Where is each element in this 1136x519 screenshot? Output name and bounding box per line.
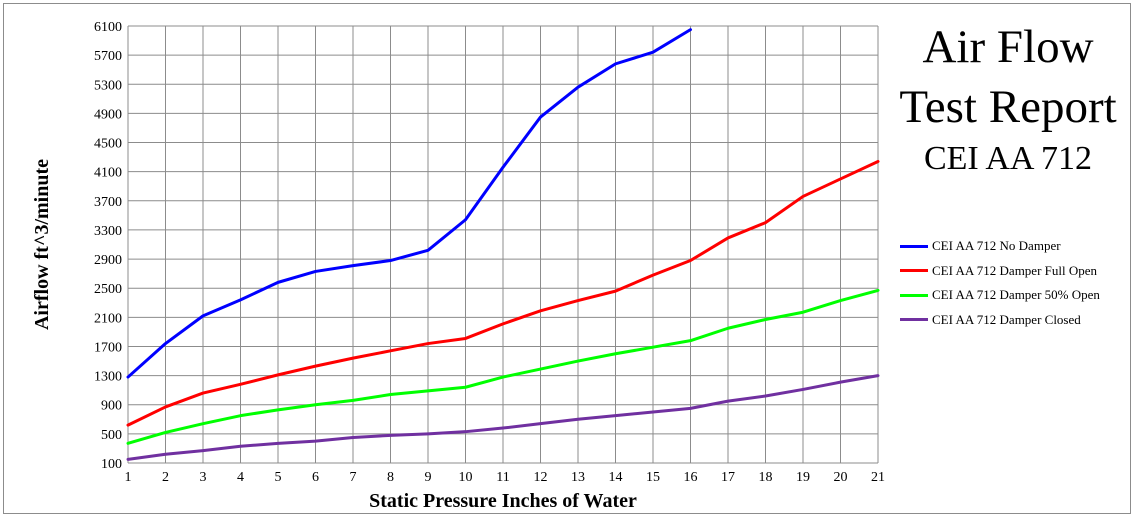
x-tick-label: 14 [609, 470, 623, 485]
legend-item-3: CEI AA 712 Damper 50% Open [900, 283, 1132, 308]
x-tick-label: 4 [237, 470, 244, 485]
x-tick-label: 16 [684, 470, 698, 485]
x-tick-label: 10 [459, 470, 473, 485]
grid [127, 25, 879, 464]
y-tick-label: 2100 [94, 311, 122, 326]
legend-swatch [900, 244, 928, 248]
series-lines [126, 28, 880, 461]
legend-label: CEI AA 712 Damper Full Open [932, 262, 1098, 278]
chart-title-line-3: CEI AA 712 [923, 140, 1093, 177]
y-tick-label: 4500 [94, 137, 122, 152]
y-tick-label: 6100 [94, 20, 122, 35]
legend-item-2: CEI AA 712 Damper Full Open [900, 259, 1132, 284]
y-tick-label: 3700 [94, 195, 122, 210]
x-tick-label: 3 [200, 470, 207, 485]
legend-label: CEI AA 712 Damper Closed [932, 311, 1081, 327]
y-axis-ticks: 100 500 900 1300 1700 2100 2500 2900 3300 3700 410… [94, 20, 122, 472]
x-tick-label: 15 [646, 470, 660, 485]
legend-swatch [900, 293, 928, 297]
x-tick-label: 5 [275, 470, 282, 485]
y-axis-title: Airflow ft^3/minute [31, 159, 53, 330]
chart-title-line-1: Air Flow [922, 21, 1094, 73]
chart-title-line-2: Test Report [899, 81, 1117, 133]
y-tick-label: 1300 [94, 370, 122, 385]
series-line-4 [126, 374, 880, 461]
x-tick-label: 19 [796, 470, 810, 485]
y-tick-label: 2900 [94, 253, 122, 268]
y-tick-label: 1700 [94, 340, 122, 355]
chart-frame: 100 500 900 1300 1700 2100 2500 2900 3300 3700 410… [3, 3, 1131, 514]
y-tick-label: 5300 [94, 78, 122, 93]
y-tick-label: 900 [101, 399, 122, 414]
x-tick-label: 6 [312, 470, 319, 485]
series-line-1 [126, 28, 692, 379]
x-tick-label: 8 [387, 470, 394, 485]
legend-swatch [900, 318, 928, 322]
y-tick-label: 2500 [94, 282, 122, 297]
y-tick-label: 4100 [94, 166, 122, 181]
x-axis-ticks: 1 2 3 4 5 6 7 8 9 10 11 12 13 14 15 16 17 18 19 20 21 [125, 470, 886, 485]
x-tick-label: 17 [721, 470, 735, 485]
x-tick-label: 7 [350, 470, 357, 485]
x-tick-label: 18 [759, 470, 773, 485]
line-chart: 1005009001300170021002500290033003700410… [31, 20, 886, 512]
x-tick-label: 13 [571, 470, 585, 485]
legend-item-4: CEI AA 712 Damper Closed [900, 308, 1132, 333]
x-tick-label: 11 [496, 470, 509, 485]
x-tick-label: 2 [162, 470, 169, 485]
x-tick-label: 1 [125, 470, 132, 485]
x-axis-title: Static Pressure Inches of Water [369, 490, 637, 512]
y-tick-label: 5700 [94, 49, 122, 64]
legend-label: CEI AA 712 No Damper [932, 238, 1061, 254]
y-tick-label: 4900 [94, 107, 122, 122]
x-tick-label: 12 [534, 470, 548, 485]
chart-title: Air Flow Test Report CEI AA 712 [884, 24, 1132, 176]
series-line-2 [126, 159, 880, 427]
y-tick-label: 100 [101, 457, 122, 472]
legend-swatch [900, 269, 928, 273]
series-line-3 [126, 288, 880, 445]
y-tick-label: 3300 [94, 224, 122, 239]
x-tick-label: 9 [425, 470, 432, 485]
legend: CEI AA 712 No Damper CEI AA 712 Damper Fu… [900, 234, 1132, 332]
x-tick-label: 20 [834, 470, 848, 485]
y-tick-label: 500 [101, 428, 122, 443]
legend-item-1: CEI AA 712 No Damper [900, 234, 1132, 259]
legend-label: CEI AA 712 Damper 50% Open [932, 287, 1100, 303]
x-tick-label: 21 [871, 470, 885, 485]
